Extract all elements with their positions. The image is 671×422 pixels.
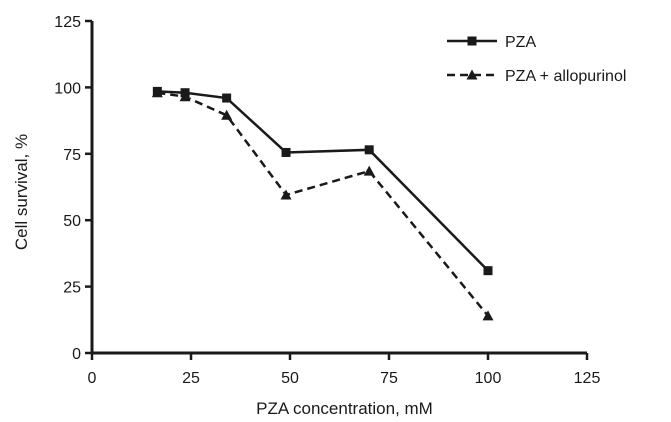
- y-tick-label: 50: [63, 213, 81, 230]
- data-point-pza: [222, 93, 232, 103]
- y-tick-label: 25: [63, 280, 81, 297]
- series-pza: [152, 86, 493, 276]
- data-point-pza-allopurinol: [151, 87, 163, 98]
- x-tick-label: 100: [475, 370, 502, 387]
- legend-marker: [467, 36, 477, 46]
- data-point-pza: [364, 145, 374, 155]
- x-tick-label: 0: [88, 370, 97, 387]
- data-point-pza-allopurinol: [221, 109, 233, 120]
- legend-item-pza: PZA: [447, 34, 536, 51]
- data-point-pza-allopurinol: [363, 165, 375, 176]
- data-point-pza: [281, 147, 291, 157]
- series: [151, 86, 494, 321]
- data-point-pza: [483, 266, 493, 276]
- y-tick-label: 125: [54, 14, 81, 31]
- axes: [90, 21, 587, 355]
- series-line-pza-allopurinol: [157, 91, 489, 317]
- series-pza-allopurinol: [151, 87, 494, 321]
- data-point-pza-allopurinol: [179, 91, 191, 102]
- legend-label: PZA: [505, 34, 536, 51]
- y-tick-label: 0: [72, 346, 81, 363]
- legend-marker: [466, 69, 478, 80]
- legend-label: PZA + allopurinol: [505, 68, 626, 85]
- y-tick-label: 100: [54, 80, 81, 97]
- x-tick-label: 75: [380, 370, 398, 387]
- legend: PZA PZA + allopurinol: [447, 34, 626, 85]
- legend-item-pza-allopurinol: PZA + allopurinol: [447, 68, 626, 85]
- data-point-pza-allopurinol: [280, 189, 292, 200]
- x-tick-label: 125: [574, 370, 601, 387]
- y-tick-label: 75: [63, 147, 81, 164]
- y-axis-label: Cell survival, %: [12, 134, 31, 250]
- x-tick-label: 50: [281, 370, 299, 387]
- ticks: 0 25 50 75 100 125 0 25 50 75 100 125: [54, 14, 600, 387]
- x-axis-label: PZA concentration, mM: [256, 399, 433, 418]
- series-line-pza: [157, 90, 489, 272]
- x-tick-label: 25: [182, 370, 200, 387]
- data-point-pza-allopurinol: [482, 310, 494, 321]
